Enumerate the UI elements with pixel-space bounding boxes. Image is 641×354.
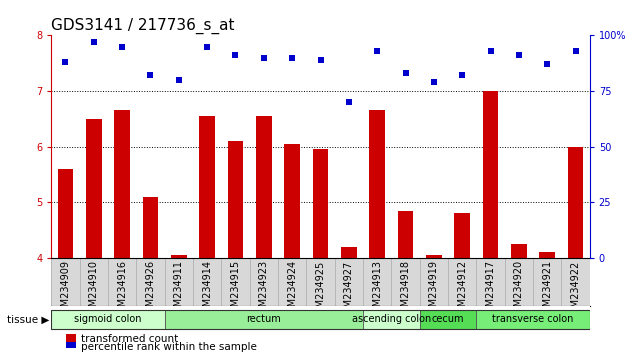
Bar xyxy=(341,247,356,258)
Text: ascending colon: ascending colon xyxy=(352,314,431,324)
Text: GSM234909: GSM234909 xyxy=(60,260,71,319)
Bar xyxy=(483,91,498,258)
Bar xyxy=(114,110,130,258)
Text: transverse colon: transverse colon xyxy=(492,314,574,324)
Point xyxy=(315,57,326,63)
Text: GSM234923: GSM234923 xyxy=(259,260,269,319)
Text: GSM234915: GSM234915 xyxy=(231,260,240,319)
Bar xyxy=(51,310,165,329)
Text: GSM234918: GSM234918 xyxy=(401,260,410,319)
Text: GSM234913: GSM234913 xyxy=(372,260,382,319)
Point xyxy=(344,99,354,105)
Text: GSM234924: GSM234924 xyxy=(287,260,297,319)
Bar xyxy=(420,310,476,329)
Point xyxy=(88,39,99,45)
Point xyxy=(174,77,184,83)
Bar xyxy=(165,310,363,329)
Point xyxy=(372,48,382,54)
Text: GSM234921: GSM234921 xyxy=(542,260,552,319)
Text: tissue ▶: tissue ▶ xyxy=(8,314,50,324)
Point xyxy=(202,44,212,49)
Text: GSM234926: GSM234926 xyxy=(146,260,156,319)
Point xyxy=(485,48,495,54)
Bar xyxy=(86,119,101,258)
Point xyxy=(117,44,128,49)
Point xyxy=(429,79,439,85)
Point xyxy=(146,73,156,78)
Point xyxy=(66,344,76,350)
Text: transformed count: transformed count xyxy=(81,333,178,344)
Bar xyxy=(285,144,300,258)
Point xyxy=(542,62,553,67)
Text: percentile rank within the sample: percentile rank within the sample xyxy=(81,342,257,352)
Bar xyxy=(313,149,328,258)
Point xyxy=(287,55,297,61)
Text: GSM234920: GSM234920 xyxy=(514,260,524,319)
Text: sigmoid colon: sigmoid colon xyxy=(74,314,142,324)
Text: GSM234922: GSM234922 xyxy=(570,260,581,320)
Text: GSM234914: GSM234914 xyxy=(202,260,212,319)
Bar xyxy=(397,211,413,258)
Bar xyxy=(476,310,590,329)
Bar xyxy=(511,244,527,258)
Bar xyxy=(51,310,590,329)
Bar xyxy=(199,116,215,258)
Point xyxy=(66,336,76,342)
Bar xyxy=(369,110,385,258)
Point xyxy=(230,53,240,58)
Text: GSM234925: GSM234925 xyxy=(315,260,326,320)
Bar xyxy=(540,252,555,258)
Point xyxy=(60,59,71,65)
Text: cecum: cecum xyxy=(432,314,464,324)
Point xyxy=(513,53,524,58)
Text: GSM234916: GSM234916 xyxy=(117,260,127,319)
Text: rectum: rectum xyxy=(246,314,281,324)
Bar xyxy=(228,141,244,258)
Point xyxy=(457,73,467,78)
Bar xyxy=(171,255,187,258)
Text: GSM234919: GSM234919 xyxy=(429,260,439,319)
Text: GSM234911: GSM234911 xyxy=(174,260,184,319)
Bar xyxy=(426,255,442,258)
Point xyxy=(259,55,269,61)
Bar xyxy=(143,197,158,258)
Text: GSM234927: GSM234927 xyxy=(344,260,354,320)
Bar xyxy=(568,147,583,258)
Text: GSM234912: GSM234912 xyxy=(457,260,467,319)
Bar xyxy=(363,310,420,329)
Point xyxy=(401,70,411,76)
Point xyxy=(570,48,581,54)
Bar xyxy=(58,169,73,258)
Bar xyxy=(454,213,470,258)
Text: GSM234910: GSM234910 xyxy=(89,260,99,319)
Text: GSM234917: GSM234917 xyxy=(485,260,495,319)
Bar xyxy=(256,116,272,258)
Text: GDS3141 / 217736_s_at: GDS3141 / 217736_s_at xyxy=(51,18,235,34)
